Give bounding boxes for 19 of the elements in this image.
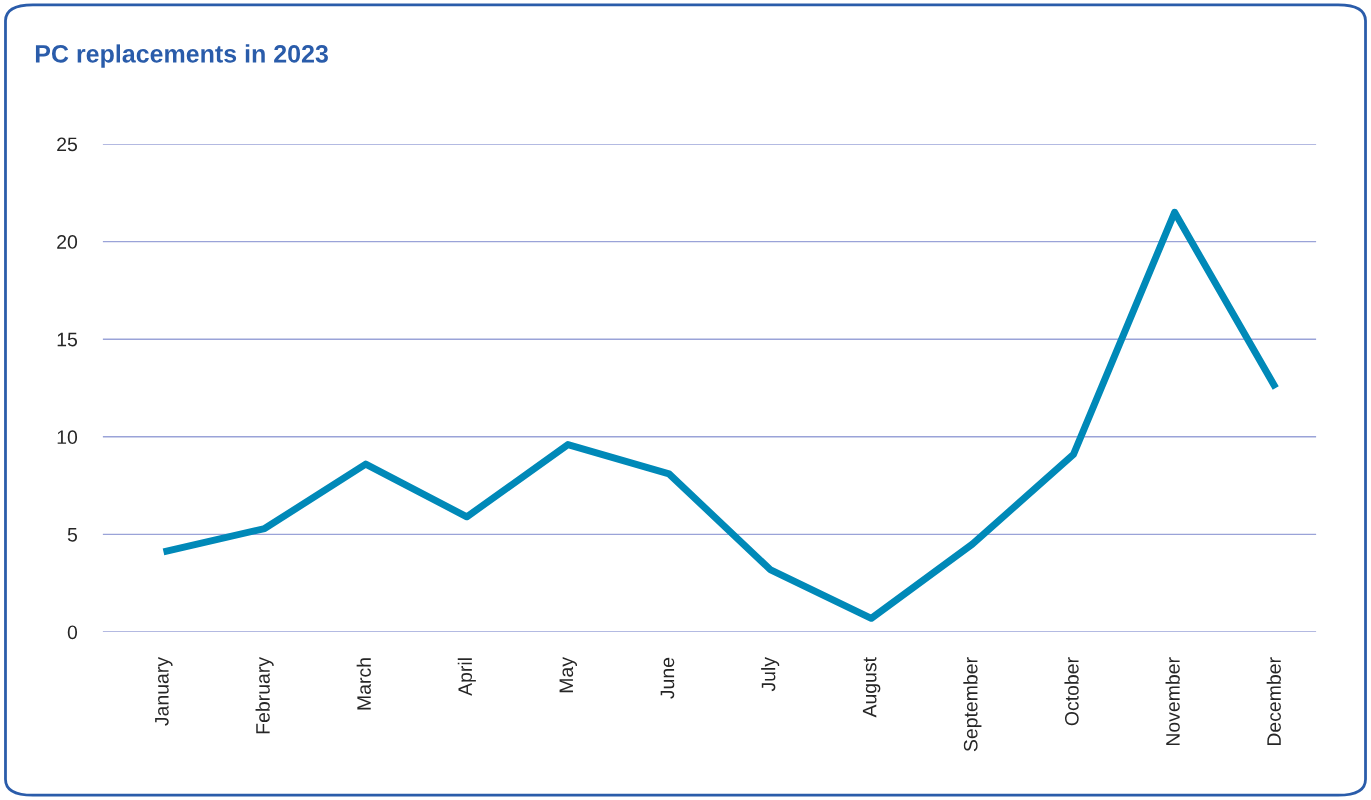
y-tick-label: 5 bbox=[67, 528, 78, 542]
chart-title: PC replacements in 2023 bbox=[35, 44, 328, 68]
x-tick-label: April bbox=[457, 658, 476, 696]
x-tick-label: August bbox=[862, 657, 881, 718]
x-tick-label: November bbox=[1165, 657, 1180, 746]
y-tick-label: 0 bbox=[67, 625, 78, 640]
x-tick-label: July bbox=[761, 657, 780, 692]
x-tick-label: October bbox=[1064, 657, 1079, 726]
y-tick-label: 10 bbox=[57, 430, 78, 445]
y-tick-label: 15 bbox=[57, 332, 78, 347]
x-tick-label: June bbox=[660, 657, 675, 699]
x-tick-label: January bbox=[155, 657, 173, 726]
y-tick-label: 25 bbox=[57, 137, 78, 152]
x-tick-label: December bbox=[1266, 657, 1281, 746]
y-tick-label: 20 bbox=[57, 235, 78, 249]
x-tick-label: February bbox=[255, 657, 274, 734]
x-tick-label: March bbox=[356, 658, 371, 710]
x-tick-label: September bbox=[963, 657, 982, 752]
x-tick-label: May bbox=[559, 657, 577, 693]
